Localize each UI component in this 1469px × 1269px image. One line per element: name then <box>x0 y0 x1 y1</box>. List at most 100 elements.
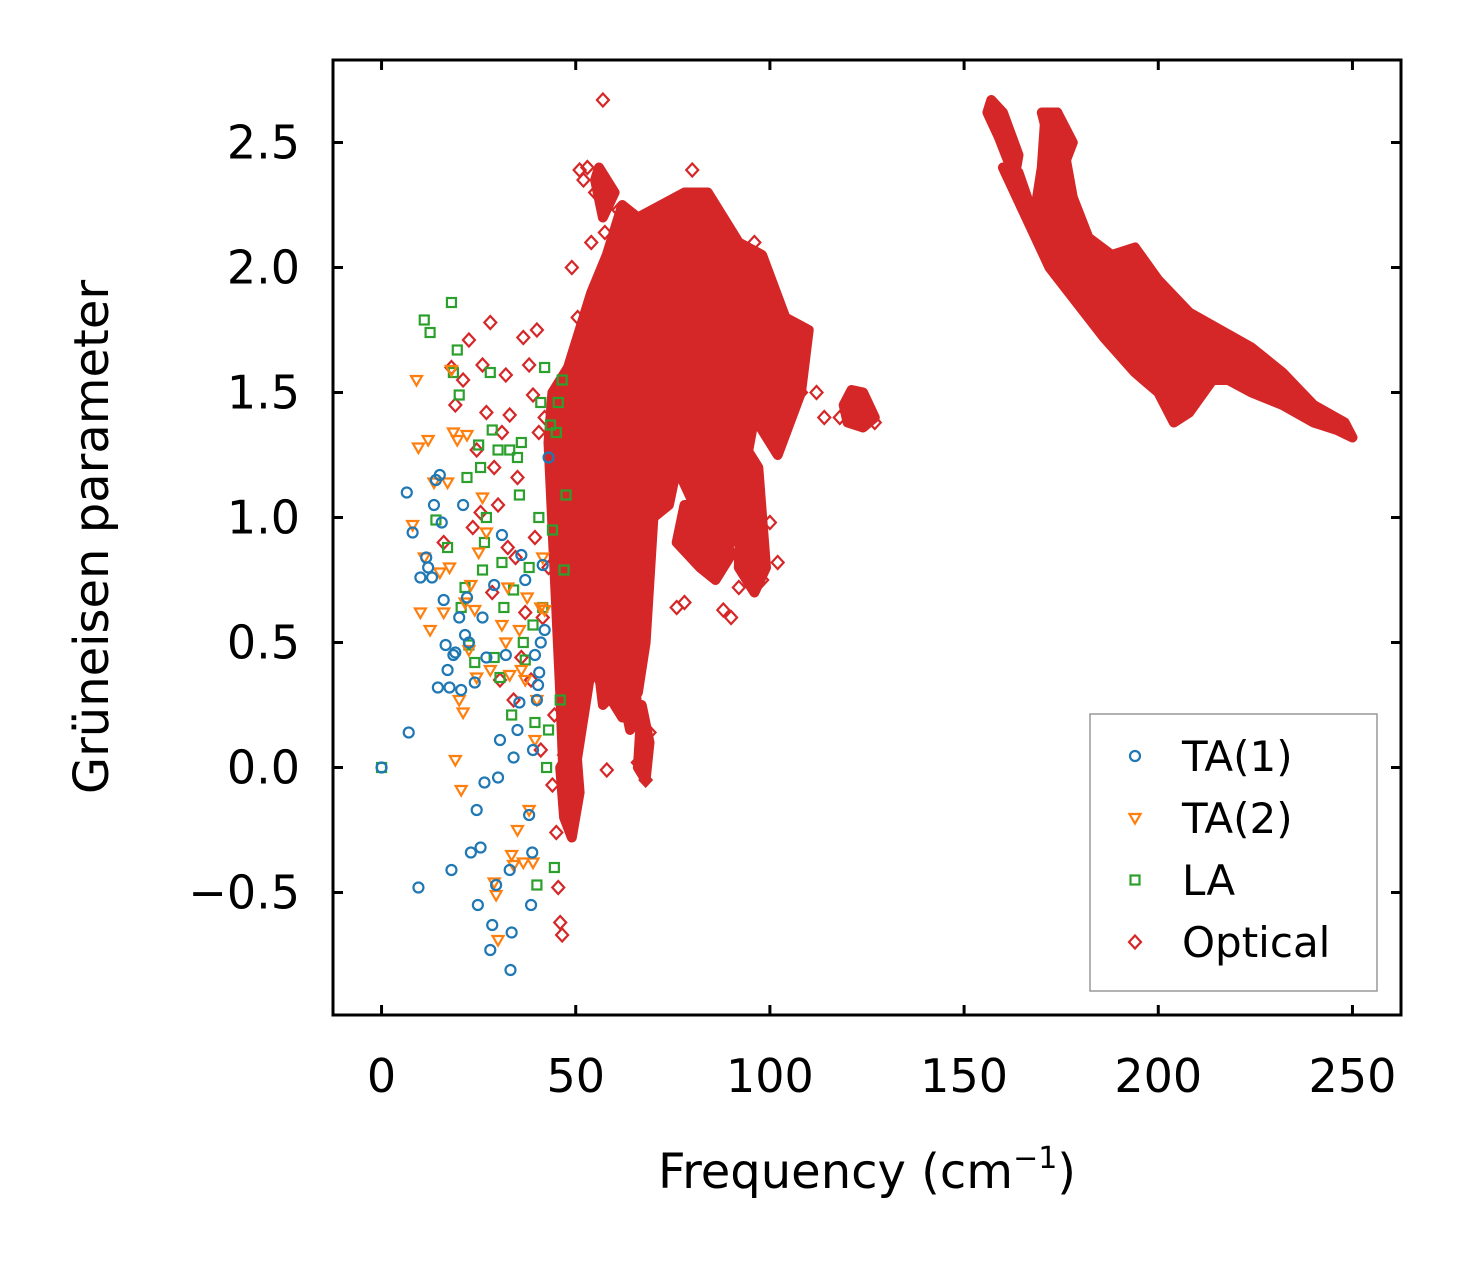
data-point-ta-2 <box>498 637 514 651</box>
data-point-ta-2 <box>442 562 457 576</box>
data-point-ta-2 <box>510 824 525 838</box>
data-point-ta-1 <box>425 571 439 584</box>
data-point-ta-1 <box>457 498 470 512</box>
data-point-optical <box>490 496 506 514</box>
data-point-optical <box>482 314 498 331</box>
data-point-optical <box>630 754 646 771</box>
data-point-ta-1 <box>422 561 435 574</box>
data-point-ta-1 <box>513 696 526 709</box>
data-point-ta-2 <box>537 604 553 618</box>
data-point-la <box>540 761 553 774</box>
data-point-optical <box>684 161 700 179</box>
data-point-ta-1 <box>530 693 543 707</box>
data-point-ta-1 <box>449 646 462 659</box>
data-point-ta-2 <box>478 527 494 541</box>
data-point-ta-1 <box>443 681 456 694</box>
data-point-la <box>496 556 508 569</box>
data-point-ta-2 <box>422 624 438 638</box>
data-point-ta-2 <box>461 644 477 658</box>
data-point-ta-1 <box>431 681 444 694</box>
data-point-ta-1 <box>523 808 536 822</box>
dense-region-optical <box>671 500 737 585</box>
data-point-ta-2 <box>405 519 421 533</box>
data-point-ta-2 <box>502 669 518 683</box>
data-point-optical <box>785 371 801 389</box>
data-point-ta-2 <box>409 374 424 388</box>
data-point-ta-2 <box>475 492 490 506</box>
data-point-ta-2 <box>444 364 459 378</box>
x-tick-label: 0 <box>367 1049 396 1103</box>
data-point-ta-2 <box>436 607 452 621</box>
data-point-optical <box>610 201 626 219</box>
data-point-la <box>560 489 572 501</box>
dense-region-optical <box>733 437 771 598</box>
data-point-optical <box>544 776 560 794</box>
data-point-optical <box>570 309 586 326</box>
data-point-optical <box>583 234 599 251</box>
data-point-optical <box>642 724 658 741</box>
x-axis-label-text: Frequency (cm <box>658 1144 1013 1200</box>
data-point-la <box>546 524 559 536</box>
x-axis-label-superscript: −1 <box>1013 1141 1057 1176</box>
data-point-ta-1 <box>493 733 507 747</box>
data-point-la <box>539 361 551 374</box>
data-point-optical <box>461 331 477 349</box>
y-axis-label: Grüneisen parameter <box>64 280 120 795</box>
data-point-la <box>441 541 454 554</box>
data-point-ta-2 <box>519 592 535 606</box>
data-point-ta-1 <box>519 573 532 587</box>
data-point-optical <box>486 459 502 476</box>
data-point-la <box>523 561 535 574</box>
data-point-optical <box>535 609 551 626</box>
data-point-optical <box>809 384 825 401</box>
data-point-ta-1 <box>505 926 518 939</box>
data-point-optical <box>676 594 692 611</box>
data-point-ta-1 <box>471 898 484 912</box>
data-point-optical <box>537 409 553 426</box>
data-point-ta-2 <box>467 604 483 618</box>
data-point-ta-2 <box>447 754 463 768</box>
data-point-optical <box>564 259 580 276</box>
data-point-la <box>453 389 465 401</box>
data-point-ta-2 <box>471 547 487 561</box>
data-point-optical <box>715 601 731 619</box>
data-point-optical <box>746 234 762 251</box>
data-point-optical <box>599 761 615 779</box>
data-point-ta-1 <box>437 593 450 607</box>
data-point-la <box>478 536 491 549</box>
data-point-optical <box>832 409 848 426</box>
data-point-ta-2 <box>527 734 543 748</box>
data-point-la <box>535 396 547 409</box>
data-point-ta-2 <box>449 434 465 448</box>
data-point-optical <box>500 539 516 556</box>
data-point-ta-2 <box>455 707 471 721</box>
data-point-optical <box>867 414 883 431</box>
y-tick-label: 2.5 <box>227 116 300 170</box>
data-point-la <box>494 671 506 684</box>
data-point-la <box>519 654 531 666</box>
data-point-ta-1 <box>490 878 503 892</box>
data-point-optical <box>508 549 524 566</box>
data-point-optical <box>653 209 669 226</box>
data-point-ta-1 <box>476 611 489 624</box>
data-point-ta-2 <box>445 427 461 441</box>
dense-region-optical <box>1036 107 1078 168</box>
legend-marker-la <box>1129 874 1141 886</box>
x-tick-label: 200 <box>1114 1049 1202 1103</box>
data-point-ta-1 <box>455 683 468 697</box>
data-point-ta-1 <box>468 676 481 689</box>
data-point-ta-1 <box>445 863 458 877</box>
data-point-ta-2 <box>453 784 469 798</box>
data-point-ta-1 <box>464 846 477 859</box>
y-tick-label: 1.0 <box>227 491 300 545</box>
data-point-la <box>469 656 481 669</box>
data-point-ta-2 <box>515 857 531 871</box>
data-point-optical <box>556 746 572 764</box>
data-point-ta-1 <box>427 498 441 512</box>
data-point-ta-1 <box>526 846 539 859</box>
data-point-optical <box>638 771 654 789</box>
dense-region-optical <box>590 162 620 223</box>
data-point-ta-1 <box>400 486 413 499</box>
